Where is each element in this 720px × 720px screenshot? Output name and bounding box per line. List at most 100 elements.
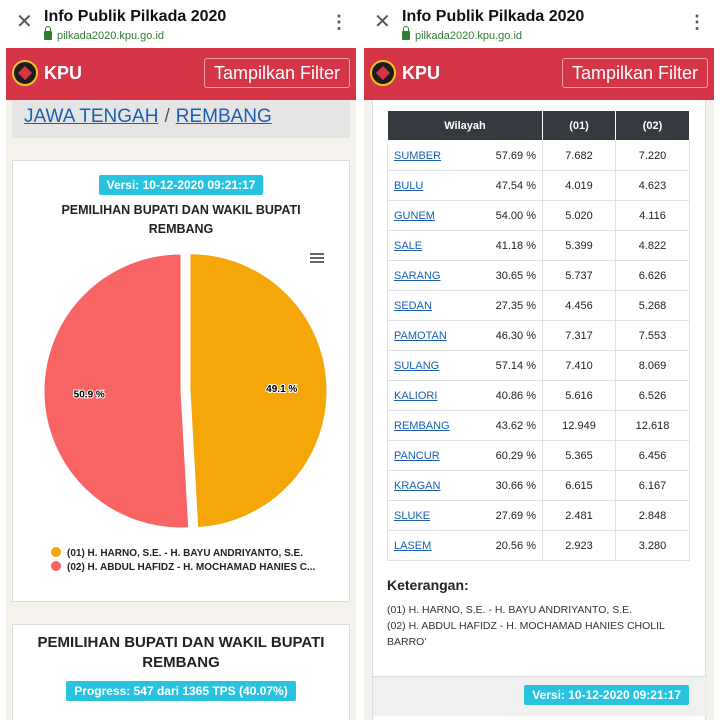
table-row: SULANG 57.14 % 7.410 8.069 (386, 350, 690, 381)
brand-text-right: KPU (402, 63, 441, 83)
row-name-cell: KRAGAN (386, 470, 476, 501)
region-link[interactable]: KRAGAN (394, 479, 441, 492)
breadcrumb-regency-link[interactable]: REMBANG (175, 106, 272, 127)
progress-title-line2: REMBANG (142, 654, 220, 671)
row-votes-01-cell: 4.456 (542, 290, 616, 321)
row-pct-cell: 43.62 % (475, 410, 543, 441)
chart-card: Versi: 10-12-2020 09:21:17 PEMILIHAN BUP… (12, 160, 350, 602)
more-menu-icon[interactable]: ⋮ (688, 12, 706, 32)
row-votes-01-cell: 2.923 (542, 530, 616, 561)
row-name-cell: SARANG (386, 260, 476, 291)
legend-label-02: (02) H. ABDUL HAFIDZ - H. MOCHAMAD HANIE… (67, 562, 316, 573)
row-pct-cell: 30.65 % (475, 260, 543, 291)
table-row: KRAGAN 30.66 % 6.615 6.167 (386, 470, 690, 501)
row-votes-01-cell: 12.949 (542, 410, 616, 441)
region-link[interactable]: PANCUR (394, 449, 440, 462)
filter-button-right[interactable]: Tampilkan Filter (561, 58, 708, 88)
kpu-logo-icon (370, 60, 396, 86)
header-02[interactable]: (02) (615, 110, 690, 141)
close-icon[interactable]: ✕ (374, 11, 391, 33)
row-name-cell: SEDAN (386, 290, 476, 321)
region-link[interactable]: PAMOTAN (394, 329, 447, 342)
row-name-cell: PANCUR (386, 440, 476, 471)
region-link[interactable]: REMBANG (394, 419, 450, 432)
row-votes-02-cell: 4.116 (615, 200, 690, 231)
header-01[interactable]: (01) (542, 110, 616, 141)
row-pct-cell: 27.69 % (475, 500, 543, 531)
url-text-right[interactable]: pilkada2020.kpu.go.id (402, 26, 522, 42)
keterangan-text: (01) H. HARNO, S.E. - H. BAYU ANDRIYANTO… (387, 602, 665, 650)
table-row: REMBANG 43.62 % 12.949 12.618 (386, 410, 690, 441)
region-link[interactable]: GUNEM (394, 209, 435, 222)
table-row: BULU 47.54 % 4.019 4.623 (386, 170, 690, 201)
region-link[interactable]: SUMBER (394, 149, 442, 162)
table-row: PAMOTAN 46.30 % 7.317 7.553 (386, 320, 690, 351)
table-row: SARANG 30.65 % 5.737 6.626 (386, 260, 690, 291)
more-menu-icon[interactable]: ⋮ (330, 12, 348, 32)
header-wilayah[interactable]: Wilayah (387, 110, 543, 141)
row-pct-cell: 20.56 % (475, 530, 543, 561)
legend-dot-01 (51, 547, 61, 557)
results-table: Wilayah (01) (02) SUMBER 57.69 % 7.682 7.22… (386, 110, 690, 561)
url-label: pilkada2020.kpu.go.id (57, 30, 165, 42)
progress-title-line1: PEMILIHAN BUPATI DAN WAKIL BUPATI (37, 634, 325, 651)
pie-label-01: 49.1 % (266, 384, 297, 395)
kpu-header: KPU Tampilkan Filter (6, 48, 356, 100)
region-link[interactable]: LASEM (394, 539, 432, 552)
legend-label-01: (01) H. HARNO, S.E. - H. BAYU ANDRIYANTO… (67, 548, 303, 559)
row-votes-02-cell: 8.069 (615, 350, 690, 381)
table-row: LASEM 20.56 % 2.923 3.280 (386, 530, 690, 561)
page-title: Info Publik Pilkada 2020 (44, 8, 227, 25)
chart-menu-icon[interactable] (310, 253, 324, 263)
url-text[interactable]: pilkada2020.kpu.go.id (44, 26, 165, 42)
close-icon[interactable]: ✕ (16, 11, 33, 33)
pie-slice-01[interactable] (189, 253, 328, 529)
region-link[interactable]: KALIORI (394, 389, 438, 402)
row-pct-cell: 60.29 % (475, 440, 543, 471)
region-link[interactable]: BULU (394, 179, 424, 192)
row-votes-01-cell: 5.737 (542, 260, 616, 291)
table-row: SALE 41.18 % 5.399 4.822 (386, 230, 690, 261)
row-votes-02-cell: 2.848 (615, 500, 690, 531)
row-pct-cell: 27.35 % (475, 290, 543, 321)
row-votes-02-cell: 6.167 (615, 470, 690, 501)
row-votes-01-cell: 5.399 (542, 230, 616, 261)
breadcrumb-separator: / (164, 106, 170, 127)
row-votes-02-cell: 12.618 (615, 410, 690, 441)
legend-dot-02 (51, 561, 61, 571)
keterangan-line-01: (01) H. HARNO, S.E. - H. BAYU ANDRIYANTO… (387, 604, 633, 616)
pie-slice-02[interactable] (43, 253, 190, 529)
region-link[interactable]: SALE (394, 239, 423, 252)
row-pct-cell: 40.86 % (475, 380, 543, 411)
pie-chart: 49.1 % 50.9 % (43, 253, 328, 529)
row-pct-cell: 57.14 % (475, 350, 543, 381)
table-row: SUMBER 57.69 % 7.682 7.220 (386, 140, 690, 171)
row-votes-02-cell: 6.456 (615, 440, 690, 471)
lock-icon (44, 26, 52, 40)
region-link[interactable]: SEDAN (394, 299, 432, 312)
region-link[interactable]: SLUKE (394, 509, 431, 522)
progress-badge: Progress: 547 dari 1365 TPS (40.07%) (66, 681, 296, 701)
legend-item-01[interactable]: (01) H. HARNO, S.E. - H. BAYU ANDRIYANTO… (51, 547, 303, 559)
row-votes-01-cell: 7.682 (542, 140, 616, 171)
row-votes-01-cell: 7.317 (542, 320, 616, 351)
table-row: PANCUR 60.29 % 5.365 6.456 (386, 440, 690, 471)
legend-item-02[interactable]: (02) H. ABDUL HAFIDZ - H. MOCHAMAD HANIE… (51, 561, 315, 573)
chart-title-line2: REMBANG (148, 222, 214, 236)
region-link[interactable]: SARANG (394, 269, 441, 282)
row-name-cell: SALE (386, 230, 476, 261)
keterangan-line-02b: BARRO' (387, 636, 427, 648)
version-badge-right: Versi: 10-12-2020 09:21:17 (524, 685, 689, 705)
row-votes-01-cell: 5.020 (542, 200, 616, 231)
breadcrumb-province-link[interactable]: JAWA TENGAH (24, 106, 159, 127)
left-screenshot: ✕ Info Publik Pilkada 2020 pilkada2020.k… (6, 0, 356, 720)
progress-title: PEMILIHAN BUPATI DAN WAKIL BUPATI REMBAN… (13, 633, 349, 673)
browser-bar: ✕ Info Publik Pilkada 2020 pilkada2020.k… (6, 0, 356, 48)
table-row: SLUKE 27.69 % 2.481 2.848 (386, 500, 690, 531)
version-badge: Versi: 10-12-2020 09:21:17 (98, 175, 264, 195)
row-votes-01-cell: 4.019 (542, 170, 616, 201)
filter-button[interactable]: Tampilkan Filter (203, 58, 350, 88)
region-link[interactable]: SULANG (394, 359, 440, 372)
row-name-cell: SUMBER (386, 140, 476, 171)
row-name-cell: SULANG (386, 350, 476, 381)
